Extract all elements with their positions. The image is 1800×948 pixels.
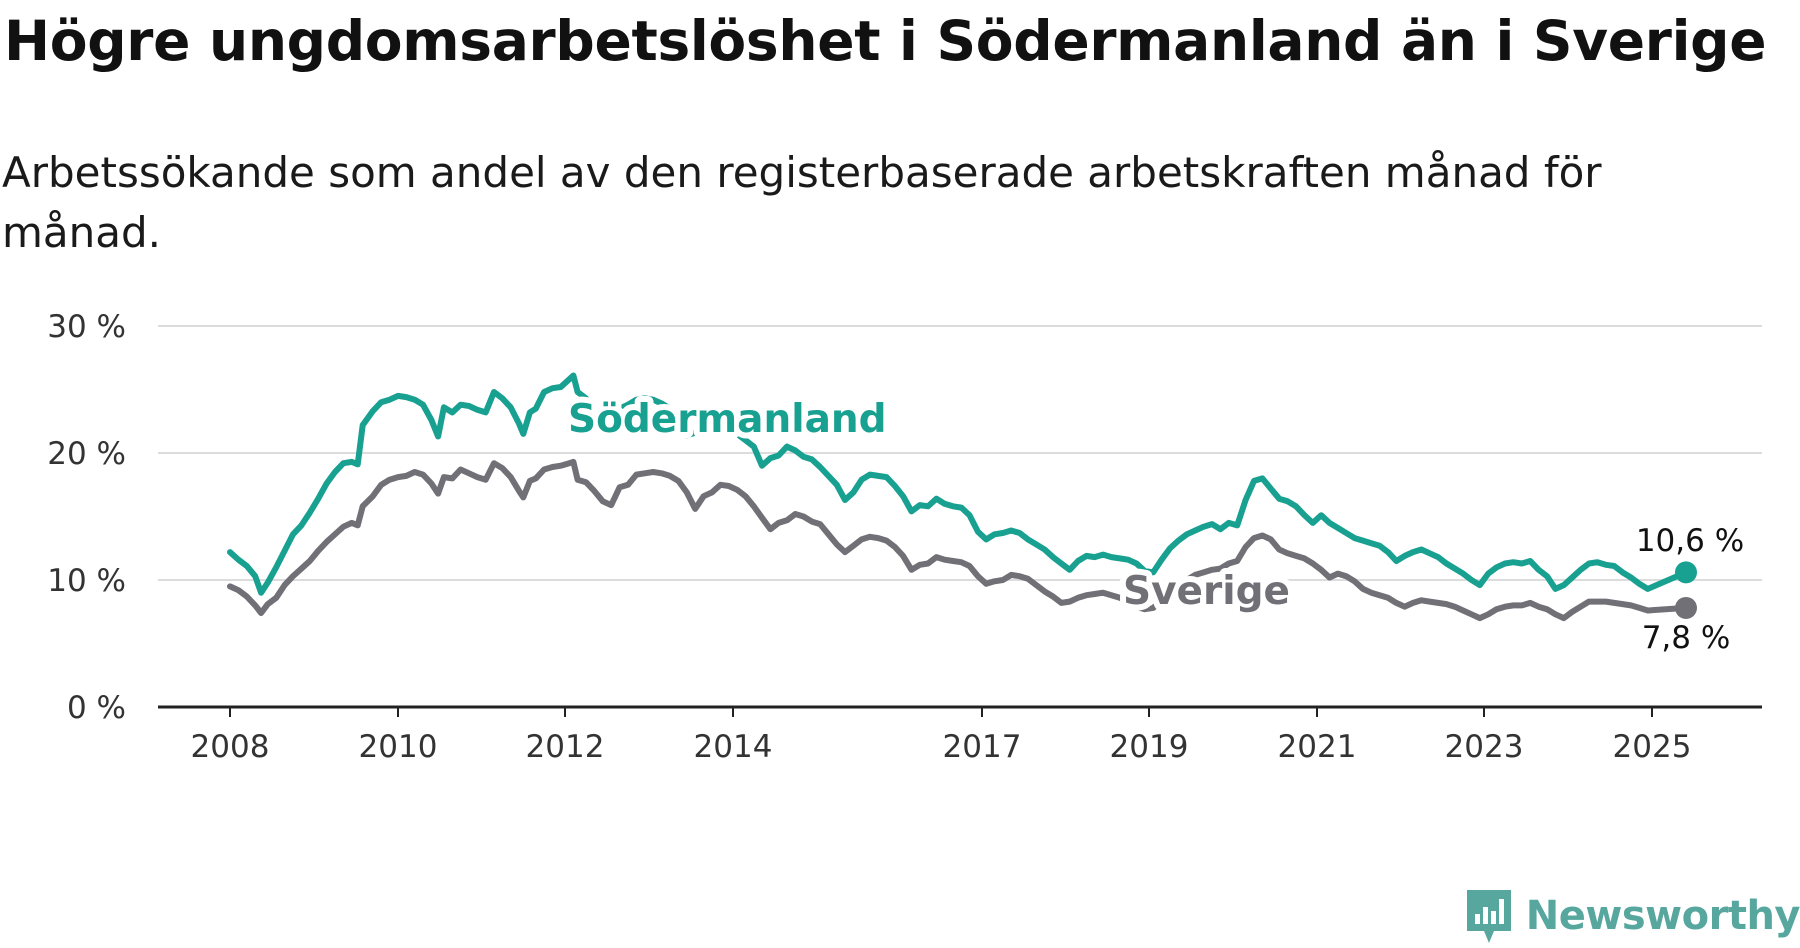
series-lines xyxy=(227,372,1697,622)
chart-title: Högre ungdomsarbetslöshet i Södermanland… xyxy=(4,9,1767,73)
y-tick-label: 20 % xyxy=(47,436,126,472)
series-end-dot-sverige xyxy=(1675,596,1697,619)
series-label-sverige: Sverige xyxy=(1123,569,1290,614)
x-tick-label: 2019 xyxy=(1110,729,1189,765)
x-tick-label: 2021 xyxy=(1278,729,1357,765)
x-tick-label: 2014 xyxy=(694,729,773,765)
x-tick-label: 2010 xyxy=(359,729,438,765)
series-label-s-dermanland: Södermanland xyxy=(568,397,887,442)
y-tick-label: 0 % xyxy=(67,690,126,726)
chart-subtitle: Arbetssökande som andel av den registerb… xyxy=(2,148,1602,257)
series-line-s-dermanland xyxy=(227,372,1689,596)
x-tick-label: 2017 xyxy=(943,729,1022,765)
x-tick-label: 2023 xyxy=(1445,729,1524,765)
series-end-dot-s-dermanland xyxy=(1675,561,1697,584)
y-axis-tick-labels: 0 % 10 % 20 % 30 % xyxy=(47,309,126,726)
grid-lines xyxy=(158,325,1762,581)
x-tick-label: 2025 xyxy=(1613,729,1692,765)
end-value-label-s-dermanland: 10,6 % xyxy=(1636,523,1744,559)
y-tick-label: 30 % xyxy=(47,309,126,345)
series-line-sverige xyxy=(227,458,1689,622)
x-axis-ticks: 2008 2010 2012 2014 2017 2019 2021 2023 2025 xyxy=(191,707,1692,765)
y-tick-label: 10 % xyxy=(47,563,126,599)
x-tick-label: 2008 xyxy=(191,729,270,765)
newsworthy-brand: Newsworthy xyxy=(1464,886,1800,946)
bar-chart-speech-bubble-icon xyxy=(1466,890,1511,943)
end-value-label-sverige: 7,8 % xyxy=(1642,620,1731,656)
series-labels: Södermanland 10,6 % Sverige 7,8 % xyxy=(562,391,1748,660)
brand-name: Newsworthy xyxy=(1525,893,1800,939)
x-tick-label: 2012 xyxy=(526,729,605,765)
